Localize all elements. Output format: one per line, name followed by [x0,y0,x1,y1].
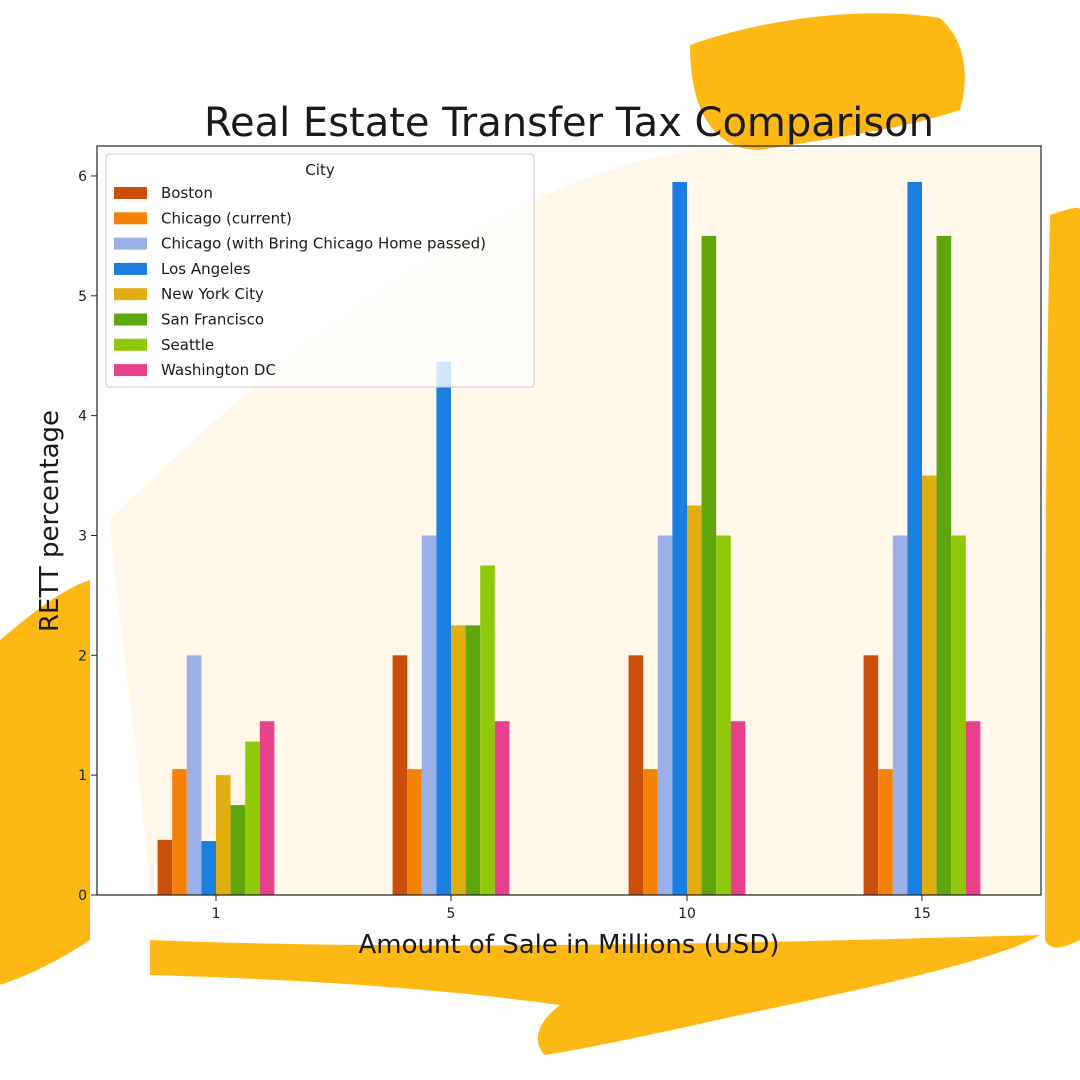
paint-stroke-top [690,13,965,151]
bar-new-york-city-1 [216,775,231,895]
bar-new-york-city-5 [451,625,466,895]
bar-chicago-current-15 [878,769,893,895]
bar-los-angeles-15 [907,181,922,895]
bar-los-angeles-10 [672,181,687,895]
bar-chicago-with-bring-chicago-home-passed-15 [892,535,908,895]
bar-san-francisco-1 [230,805,246,895]
bar-san-francisco-15 [936,235,952,895]
legend-label: Chicago (current) [161,209,292,227]
legend-label: Chicago (with Bring Chicago Home passed) [161,235,486,253]
x-tick-label: 10 [678,906,696,922]
legend-swatch [114,338,147,351]
x-tick-label: 15 [913,906,931,922]
legend-title: City [305,161,335,179]
legend-swatch [114,364,147,377]
plot-frame [96,145,1042,896]
bar-seattle-5 [480,565,495,895]
legend-label: Washington DC [161,361,276,379]
paint-stroke-bottom [150,935,1040,1055]
legend-swatch [114,288,147,301]
bar-chicago-current-1 [172,769,187,895]
legend-label: New York City [161,285,264,303]
legend-swatch [114,313,147,326]
legend-label: Seattle [161,336,214,354]
bar-san-francisco-10 [701,235,717,895]
legend-label: Boston [161,184,213,202]
legend-swatch [114,262,147,275]
y-axis-ticks: 0 1 2 3 4 5 6 [78,169,97,904]
legend-box [105,153,535,388]
bar-washington-dc-1 [259,721,275,895]
legend-label: Los Angeles [161,260,251,278]
bar-boston-1 [157,839,173,895]
x-tick-label: 1 [212,906,221,922]
legend: City Boston Chicago (current) Chicago (wit… [105,153,535,388]
y-tick-label: 4 [78,409,87,425]
y-axis-title: RETT percentage [35,410,65,632]
bar-boston-10 [628,655,644,895]
bar-washington-dc-15 [965,721,981,895]
bar-new-york-city-15 [922,475,937,895]
legend-swatch [114,237,147,250]
bar-chicago-with-bring-chicago-home-passed-5 [421,535,437,895]
bar-boston-5 [392,655,408,895]
x-tick-label: 5 [447,906,456,922]
y-tick-label: 6 [78,169,87,185]
bar-washington-dc-10 [730,721,746,895]
x-axis-ticks: 1 5 10 15 [212,895,931,922]
y-tick-label: 3 [78,528,87,544]
bar-seattle-10 [716,535,731,895]
chart-title: Real Estate Transfer Tax Comparison [204,100,934,146]
legend-swatch [114,187,147,199]
y-tick-label: 5 [78,289,87,305]
bar-los-angeles-5 [436,361,451,896]
bar-seattle-1 [245,741,260,895]
bars-layer [157,181,981,896]
bar-seattle-15 [951,535,966,895]
y-tick-label: 2 [78,648,87,664]
bar-san-francisco-5 [465,625,481,895]
legend-label: San Francisco [161,311,264,329]
x-axis-title: Amount of Sale in Millions (USD) [358,930,779,960]
legend-items: Boston Chicago (current) Chicago (with Bri… [114,184,486,379]
legend-swatch [114,212,147,225]
bar-chicago-current-10 [643,769,658,895]
paint-stroke-left [0,580,90,985]
y-tick-label: 0 [78,888,87,904]
bar-chicago-with-bring-chicago-home-passed-1 [186,655,202,895]
bar-chicago-current-5 [407,769,422,895]
bar-washington-dc-5 [494,721,510,895]
bar-new-york-city-10 [687,505,702,895]
y-tick-label: 1 [78,768,87,784]
bar-los-angeles-1 [201,841,216,895]
bar-boston-15 [863,655,879,895]
bar-chicago-with-bring-chicago-home-passed-10 [657,535,673,895]
paint-stroke-right [1045,207,1080,948]
